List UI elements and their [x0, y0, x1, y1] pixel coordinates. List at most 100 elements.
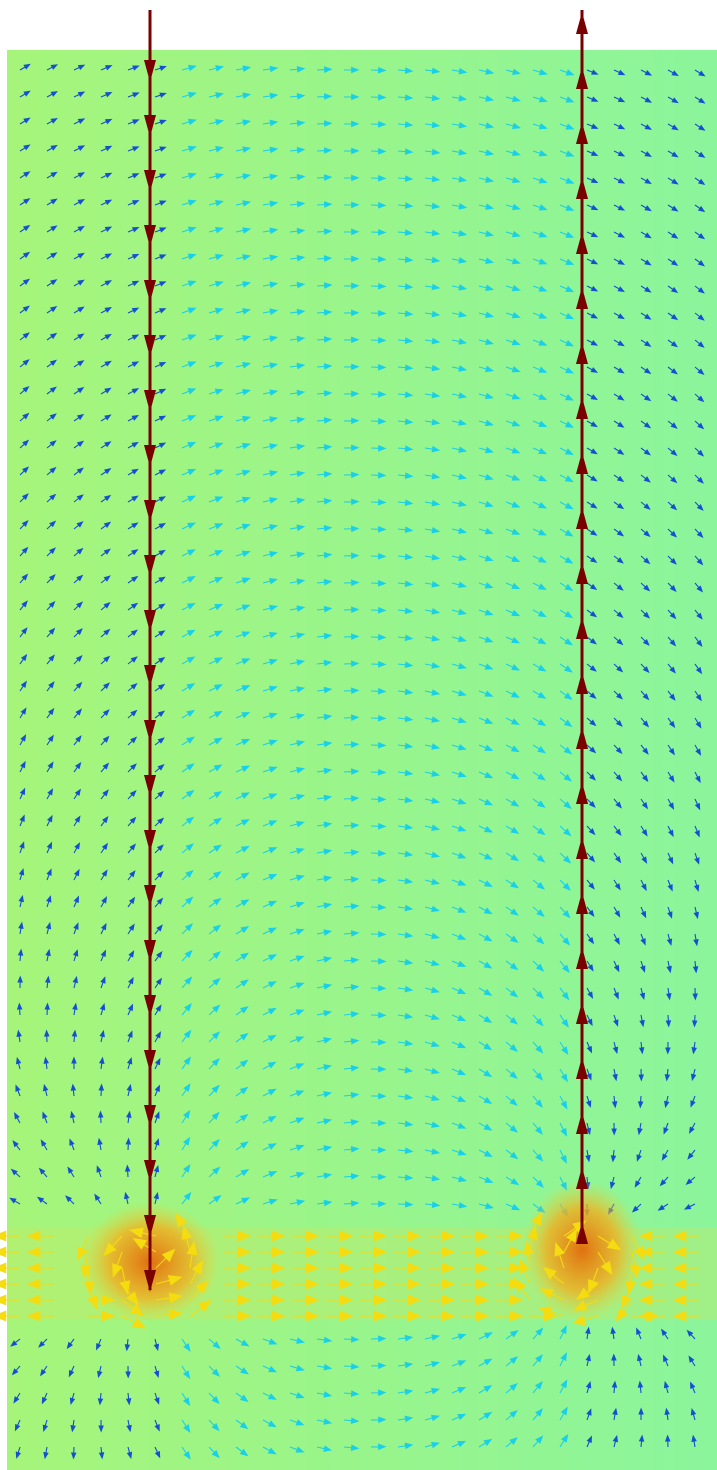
field-arrow — [235, 1059, 249, 1070]
field-arrow — [657, 1203, 669, 1211]
field-arrow — [38, 1167, 48, 1178]
field-arrow — [127, 923, 135, 935]
field-arrow — [127, 843, 136, 854]
field-arrow — [208, 388, 224, 395]
field-arrow — [262, 119, 279, 127]
field-arrow — [73, 333, 85, 341]
field-arrow — [46, 761, 54, 773]
field-arrow — [46, 144, 58, 152]
field-arrow — [235, 362, 251, 369]
field-arrow — [665, 1041, 671, 1055]
slab-arrow — [360, 1262, 388, 1274]
field-arrow — [424, 581, 441, 588]
field-arrow — [73, 306, 85, 314]
field-arrow — [424, 635, 441, 642]
field-arrow — [586, 879, 595, 890]
field-arrow — [100, 548, 111, 557]
field-arrow — [154, 335, 167, 341]
field-arrow — [181, 91, 197, 99]
field-arrow — [181, 1338, 191, 1352]
field-arrow — [127, 146, 140, 152]
slab-arrow — [428, 1230, 456, 1242]
field-arrow — [262, 470, 279, 477]
field-arrow — [19, 278, 31, 287]
field-arrow — [611, 1122, 617, 1136]
field-arrow — [505, 987, 519, 998]
field-arrow — [586, 1068, 592, 1081]
field-arrow — [559, 1433, 569, 1448]
field-arrow — [100, 709, 110, 719]
slab-arrow — [0, 1278, 20, 1290]
slab-arrow — [496, 1246, 524, 1258]
field-arrow — [370, 471, 387, 479]
field-arrow — [640, 852, 648, 864]
field-arrow — [154, 817, 165, 827]
field-arrow — [46, 225, 58, 233]
field-arrow — [586, 96, 599, 102]
field-arrow — [181, 361, 197, 368]
field-arrow — [316, 201, 333, 208]
slab-arrows — [0, 1211, 700, 1329]
field-arrow — [667, 717, 676, 729]
field-arrow — [370, 768, 387, 776]
field-arrow — [370, 120, 387, 128]
slab-arrow — [394, 1230, 422, 1242]
field-arrow — [397, 985, 414, 993]
field-arrow — [694, 177, 706, 186]
field-arrow — [424, 1094, 440, 1102]
field-arrow — [71, 1029, 78, 1043]
field-arrow — [316, 1145, 333, 1152]
field-arrow — [235, 65, 252, 72]
field-arrow — [343, 93, 360, 101]
field-arrow — [478, 419, 494, 427]
field-arrow — [235, 1197, 251, 1205]
field-arrow — [97, 1137, 103, 1151]
field-arrow — [685, 1176, 696, 1186]
field-arrow — [451, 879, 467, 886]
field-arrow — [478, 1068, 493, 1078]
field-arrow — [208, 817, 223, 827]
slab-arrow — [394, 1278, 422, 1290]
field-arrow — [397, 67, 414, 74]
field-arrow — [532, 122, 548, 130]
field-arrow — [666, 933, 673, 947]
field-arrow — [694, 96, 706, 104]
field-arrow — [397, 1039, 414, 1047]
field-arrow — [153, 1365, 160, 1378]
slab-arrow — [121, 1299, 145, 1317]
field-arrow — [532, 1014, 544, 1027]
field-arrow — [235, 1006, 249, 1016]
field-arrow — [559, 987, 570, 1001]
field-arrow — [262, 65, 279, 73]
field-arrow — [181, 1029, 192, 1043]
field-arrow — [505, 1041, 518, 1052]
field-arrow — [235, 254, 252, 261]
field-arrow — [235, 227, 252, 234]
field-arrow — [127, 683, 138, 692]
field-arrow — [208, 1031, 221, 1043]
field-arrow — [505, 176, 521, 184]
field-arrow — [559, 744, 573, 755]
field-arrow — [208, 764, 223, 773]
slab-arrow — [121, 1315, 147, 1329]
field-arrow — [397, 553, 414, 561]
field-arrow — [289, 578, 306, 585]
field-arrow — [505, 1203, 521, 1211]
field-arrow — [397, 1415, 414, 1423]
field-arrow — [15, 1084, 21, 1097]
field-arrow — [208, 897, 222, 908]
field-arrow — [478, 744, 494, 751]
field-arrow — [664, 1068, 671, 1082]
slab-arrow — [189, 1299, 213, 1317]
field-arrow — [640, 474, 651, 483]
field-arrow — [127, 361, 140, 368]
field-arrow — [613, 852, 622, 864]
field-arrow — [559, 1406, 568, 1421]
field-arrow — [397, 850, 414, 858]
field-arrow — [262, 1034, 277, 1043]
field-arrow — [640, 258, 652, 266]
field-arrow — [73, 118, 86, 125]
field-arrow — [343, 714, 360, 721]
field-arrow — [125, 1137, 132, 1151]
field-arrow — [316, 929, 333, 936]
